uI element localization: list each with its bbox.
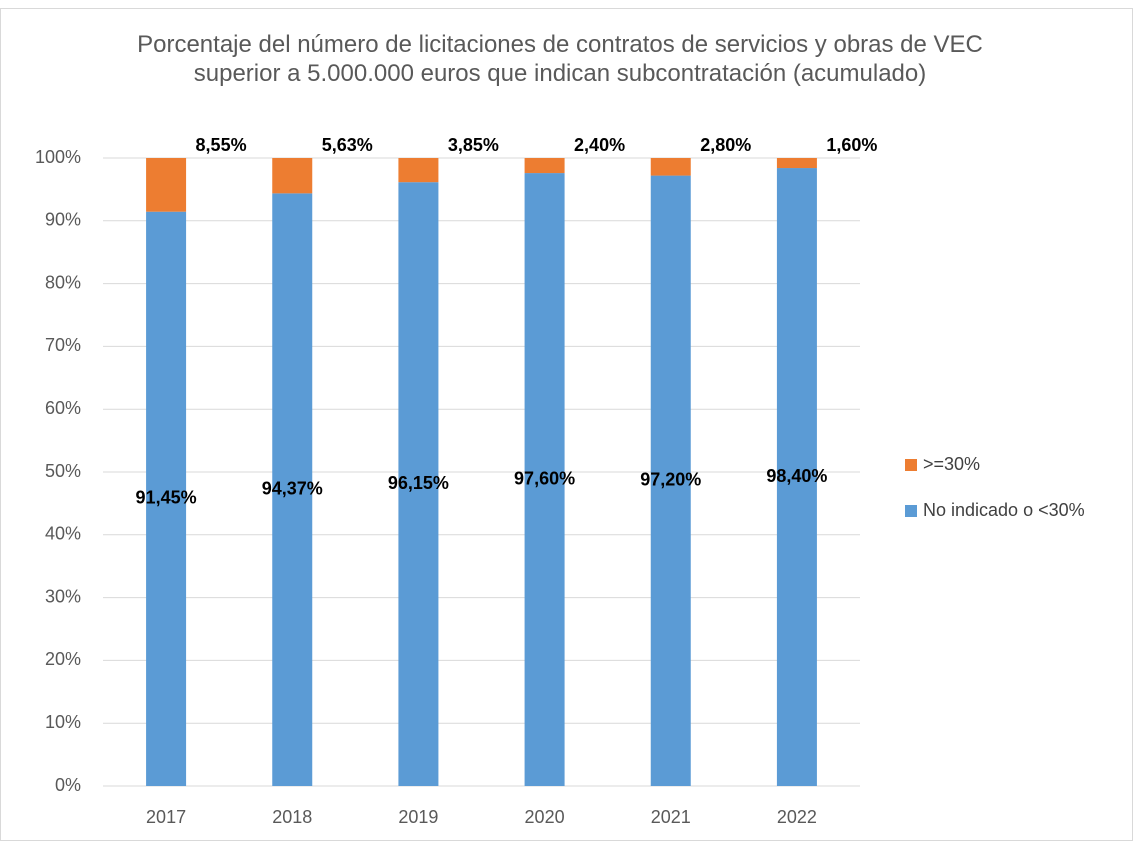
value-label: 97,60% bbox=[514, 468, 575, 488]
x-tick-label: 2019 bbox=[398, 807, 438, 827]
chart-title: Porcentaje del número de licitaciones de… bbox=[137, 31, 983, 87]
y-tick-label: 20% bbox=[45, 649, 81, 669]
bar-segment bbox=[524, 158, 565, 174]
legend-swatch bbox=[905, 459, 917, 471]
y-tick-label: 40% bbox=[45, 524, 81, 544]
bar-segment bbox=[776, 158, 817, 169]
bar-segment bbox=[398, 182, 439, 787]
value-label: 2,40% bbox=[574, 135, 625, 155]
bar-segment bbox=[272, 158, 313, 194]
value-label: 94,37% bbox=[262, 478, 323, 498]
bar-segment bbox=[398, 158, 439, 183]
x-tick-label: 2017 bbox=[146, 807, 186, 827]
x-tick-label: 2020 bbox=[525, 807, 565, 827]
x-tick-label: 2018 bbox=[272, 807, 312, 827]
y-tick-label: 0% bbox=[55, 775, 81, 795]
bar-segment bbox=[524, 173, 565, 786]
y-tick-label: 50% bbox=[45, 461, 81, 481]
value-label: 3,85% bbox=[448, 135, 499, 155]
value-label: 2,80% bbox=[700, 135, 751, 155]
chart-border bbox=[0, 8, 1133, 841]
bar-segment bbox=[650, 158, 691, 176]
bar-segment bbox=[272, 193, 313, 787]
y-tick-label: 100% bbox=[35, 147, 81, 167]
bar-segment bbox=[146, 211, 187, 787]
value-label: 97,20% bbox=[640, 470, 701, 490]
y-tick-label: 90% bbox=[45, 210, 81, 230]
legend-label: No indicado o <30% bbox=[923, 500, 1085, 520]
legend-swatch bbox=[905, 505, 917, 517]
y-tick-label: 80% bbox=[45, 272, 81, 292]
value-label: 8,55% bbox=[196, 135, 247, 155]
value-label: 5,63% bbox=[322, 135, 373, 155]
legend-label: >=30% bbox=[923, 454, 980, 474]
value-label: 96,15% bbox=[388, 473, 449, 493]
y-tick-label: 30% bbox=[45, 586, 81, 606]
y-tick-label: 60% bbox=[45, 398, 81, 418]
bar-segment bbox=[650, 175, 691, 787]
bar-segment bbox=[146, 158, 187, 212]
y-tick-label: 10% bbox=[45, 712, 81, 732]
y-tick-label: 70% bbox=[45, 335, 81, 355]
value-label: 1,60% bbox=[826, 135, 877, 155]
x-tick-label: 2022 bbox=[777, 807, 817, 827]
x-tick-label: 2021 bbox=[651, 807, 691, 827]
value-label: 98,40% bbox=[766, 466, 827, 486]
bar-segment bbox=[776, 168, 817, 787]
value-label: 91,45% bbox=[136, 488, 197, 508]
